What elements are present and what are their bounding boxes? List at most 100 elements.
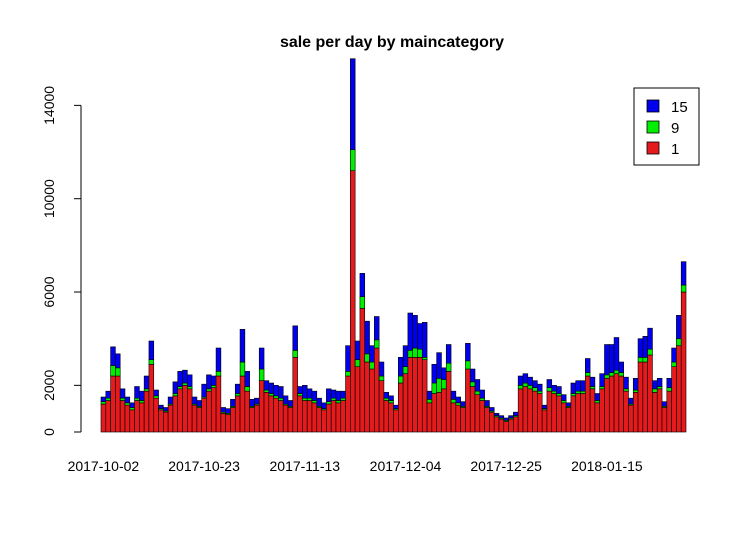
bar-series-15-56 bbox=[369, 345, 375, 363]
bar-series-9-41 bbox=[297, 393, 303, 397]
bar-series-15-20 bbox=[196, 400, 202, 407]
bar-series-1-60 bbox=[388, 402, 394, 433]
bar-series-1-57 bbox=[374, 347, 380, 433]
bar-series-9-96 bbox=[561, 400, 567, 404]
bar-series-9-6 bbox=[129, 407, 135, 411]
bar-series-15-60 bbox=[388, 395, 394, 401]
bar-series-1-73 bbox=[450, 402, 457, 433]
bar-series-15-36 bbox=[273, 385, 279, 397]
bar-series-15-113 bbox=[642, 336, 648, 358]
bar-series-15-109 bbox=[623, 376, 629, 390]
bar-series-9-94 bbox=[551, 390, 557, 394]
bar-series-15-83 bbox=[498, 415, 505, 419]
bar-series-1-110 bbox=[628, 404, 634, 433]
bar-series-15-19 bbox=[191, 396, 198, 405]
bar-series-1-81 bbox=[489, 411, 495, 433]
bar-series-1-9 bbox=[143, 390, 150, 433]
y-tick-label: 0 bbox=[41, 428, 57, 436]
bar-series-15-95 bbox=[556, 386, 562, 394]
bar-series-9-57 bbox=[374, 339, 380, 349]
bar-series-9-78 bbox=[474, 390, 481, 395]
bar-series-15-8 bbox=[139, 390, 145, 401]
bar-series-9-76 bbox=[465, 360, 471, 370]
bar-series-1-115 bbox=[652, 392, 658, 433]
bar-series-9-77 bbox=[469, 381, 476, 387]
bar-series-15-107 bbox=[613, 337, 620, 371]
bar-series-9-64 bbox=[407, 350, 413, 358]
bar-series-1-58 bbox=[378, 380, 385, 433]
bar-series-9-68 bbox=[426, 399, 433, 404]
bar-series-1-23 bbox=[210, 387, 217, 433]
x-tick-label: 2017-10-02 bbox=[68, 458, 140, 474]
bar-series-15-24 bbox=[215, 347, 222, 372]
legend-swatch-9 bbox=[646, 120, 660, 134]
bar-series-15-6 bbox=[129, 402, 135, 408]
bar-series-1-118 bbox=[666, 390, 672, 433]
bar-series-1-109 bbox=[623, 390, 629, 433]
x-tick-label: 2017-12-04 bbox=[370, 458, 442, 474]
bar-series-15-103 bbox=[594, 393, 600, 401]
bar-series-15-28 bbox=[234, 383, 241, 394]
bar-series-15-37 bbox=[278, 386, 284, 399]
legend-label-15: 15 bbox=[671, 99, 688, 116]
bar-series-15-59 bbox=[383, 392, 390, 399]
bar-series-1-54 bbox=[359, 308, 366, 433]
bar-series-1-20 bbox=[196, 407, 202, 433]
bar-series-9-73 bbox=[450, 399, 457, 404]
bar-series-9-48 bbox=[330, 397, 337, 401]
bar-series-1-2 bbox=[110, 375, 116, 433]
bar-series-15-118 bbox=[666, 378, 672, 388]
bar-series-1-47 bbox=[326, 403, 332, 433]
bar-series-9-106 bbox=[608, 372, 615, 377]
bar-series-15-105 bbox=[604, 344, 610, 376]
bar-series-9-71 bbox=[441, 379, 447, 390]
bar-series-1-69 bbox=[431, 393, 437, 433]
bar-series-9-11 bbox=[153, 395, 159, 399]
bar-series-1-112 bbox=[637, 361, 644, 433]
bar-series-9-63 bbox=[402, 366, 409, 374]
bar-series-9-2 bbox=[110, 365, 116, 377]
bar-series-1-106 bbox=[608, 375, 615, 433]
bar-series-1-33 bbox=[258, 380, 265, 433]
bar-series-1-12 bbox=[158, 409, 164, 433]
bar-series-1-120 bbox=[676, 345, 682, 433]
bar-series-1-36 bbox=[273, 397, 279, 433]
bar-series-1-6 bbox=[129, 409, 135, 433]
bar-series-1-41 bbox=[297, 395, 303, 433]
bar-series-15-101 bbox=[584, 358, 591, 373]
bars-layer bbox=[100, 58, 687, 433]
bar-series-15-64 bbox=[407, 312, 413, 351]
bar-series-1-113 bbox=[642, 361, 648, 433]
bar-series-1-99 bbox=[575, 393, 581, 433]
bar-series-1-100 bbox=[580, 393, 586, 433]
bar-series-1-114 bbox=[647, 354, 653, 433]
bar-series-15-15 bbox=[172, 381, 179, 394]
bar-series-1-62 bbox=[397, 382, 404, 433]
bar-series-15-22 bbox=[206, 374, 212, 390]
bar-series-9-60 bbox=[388, 400, 394, 404]
bar-series-1-49 bbox=[335, 402, 342, 433]
bar-series-1-35 bbox=[268, 395, 274, 433]
bar-series-15-14 bbox=[167, 396, 174, 405]
bar-series-9-59 bbox=[383, 397, 390, 401]
bar-series-9-36 bbox=[273, 395, 279, 399]
bar-series-1-67 bbox=[421, 359, 428, 433]
bar-series-15-33 bbox=[258, 347, 265, 370]
bar-series-1-22 bbox=[206, 390, 212, 433]
bar-series-15-90 bbox=[532, 380, 538, 388]
bar-series-1-79 bbox=[479, 400, 485, 433]
bar-series-15-57 bbox=[374, 316, 380, 341]
bar-series-15-12 bbox=[158, 404, 164, 409]
bar-series-1-86 bbox=[513, 416, 519, 433]
bar-series-15-43 bbox=[306, 388, 313, 399]
bar-series-1-44 bbox=[311, 402, 318, 433]
bar-series-15-47 bbox=[326, 388, 332, 402]
bar-series-15-23 bbox=[210, 375, 217, 386]
bar-series-9-119 bbox=[671, 361, 677, 367]
bar-series-15-17 bbox=[182, 369, 188, 384]
bar-series-15-92 bbox=[541, 404, 548, 409]
bar-series-9-51 bbox=[345, 371, 351, 377]
bar-series-1-30 bbox=[244, 390, 250, 433]
bar-series-15-72 bbox=[445, 344, 452, 364]
bar-series-15-38 bbox=[282, 395, 289, 405]
